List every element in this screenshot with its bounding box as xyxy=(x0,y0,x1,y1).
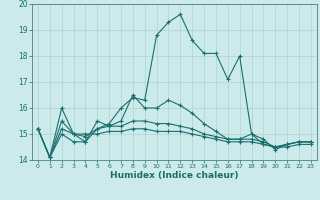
X-axis label: Humidex (Indice chaleur): Humidex (Indice chaleur) xyxy=(110,171,239,180)
